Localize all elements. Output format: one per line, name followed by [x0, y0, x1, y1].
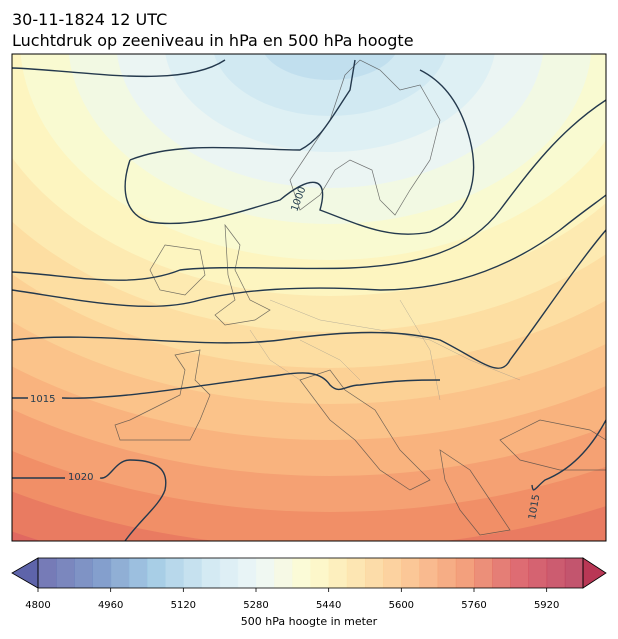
- coastline: [114, 349, 211, 441]
- colorbar-segment: [528, 558, 548, 588]
- colorbar-segment: [474, 558, 493, 588]
- contour-label: 1015: [527, 494, 542, 521]
- colorbar-tick-label: 5600: [389, 600, 414, 611]
- coastline: [149, 244, 206, 296]
- colorbar-segment: [56, 558, 75, 588]
- isobars: [12, 59, 606, 541]
- isobar: [12, 59, 475, 235]
- colorbar-segment: [219, 558, 239, 588]
- height-band: [214, 54, 446, 116]
- colorbar-tick-label: 5120: [171, 600, 196, 611]
- colorbar-segment: [92, 558, 112, 588]
- isobar: [12, 229, 606, 369]
- contour-label: 1015: [30, 394, 55, 405]
- colorbar-segment: [256, 558, 275, 588]
- height-band: [264, 54, 396, 80]
- colorbar-segment: [110, 558, 130, 588]
- colorbar-segment: [383, 558, 402, 588]
- map-frame: [11, 53, 607, 542]
- colorbar-segment: [365, 558, 384, 588]
- colorbar-segment: [510, 558, 529, 588]
- colorbar-segment: [165, 558, 184, 588]
- colorbar-frame: [37, 557, 584, 589]
- colorbar-tick-label: 5280: [243, 600, 268, 611]
- coastline: [499, 419, 606, 471]
- colorbar-segment: [437, 558, 457, 588]
- colorbar-tick-label: 5440: [316, 600, 341, 611]
- isobar: [12, 372, 441, 399]
- colorbar-segment: [74, 558, 93, 588]
- colorbar-segment: [492, 558, 511, 588]
- colorbar-segment: [274, 558, 293, 588]
- colorbar-segment: [147, 558, 166, 588]
- isobar: [12, 99, 606, 281]
- colorbar-label: 500 hPa hoogte in meter: [241, 615, 378, 628]
- colorbar-segment: [328, 558, 348, 588]
- map-date: 30-11-1824 12 UTC: [12, 10, 167, 29]
- colorbar-segment: [546, 558, 566, 588]
- colorbar-segment: [128, 558, 148, 588]
- colorbar-tick-label: 4800: [25, 600, 50, 611]
- isobar: [12, 194, 606, 308]
- coastline: [214, 223, 271, 326]
- colorbar-segment: [292, 558, 311, 588]
- isobar: [12, 459, 167, 541]
- colorbar-segment: [237, 558, 257, 588]
- isobar: [531, 419, 606, 491]
- colorbar-segment: [183, 558, 202, 588]
- geography: [114, 59, 606, 536]
- colorbar-segment: [455, 558, 475, 588]
- colorbar-tick-label: 4960: [98, 600, 123, 611]
- colorbar-segment: [419, 558, 439, 588]
- colorbar-segment: [346, 558, 366, 588]
- colorbar-tick-label: 5760: [461, 600, 486, 611]
- contour-label: 1020: [68, 472, 93, 483]
- colorbar: 4800 4960 5120 5280 5440 5600 5760 5920: [11, 557, 607, 611]
- colorbar-segment: [564, 558, 584, 588]
- colorbar-extend-high: [582, 557, 607, 589]
- colorbar-segment: [310, 558, 330, 588]
- coastline: [289, 59, 441, 216]
- colorbar-segment: [38, 558, 57, 588]
- colorbar-segment: [401, 558, 420, 588]
- map-title: Luchtdruk op zeeniveau in hPa en 500 hPa…: [12, 31, 414, 50]
- colorbar-segment: [201, 558, 221, 588]
- colorbar-extend-low: [11, 557, 39, 589]
- coastline: [299, 369, 431, 491]
- coastline: [439, 449, 511, 536]
- colorbar-tick-label: 5920: [534, 600, 559, 611]
- border: [249, 299, 521, 401]
